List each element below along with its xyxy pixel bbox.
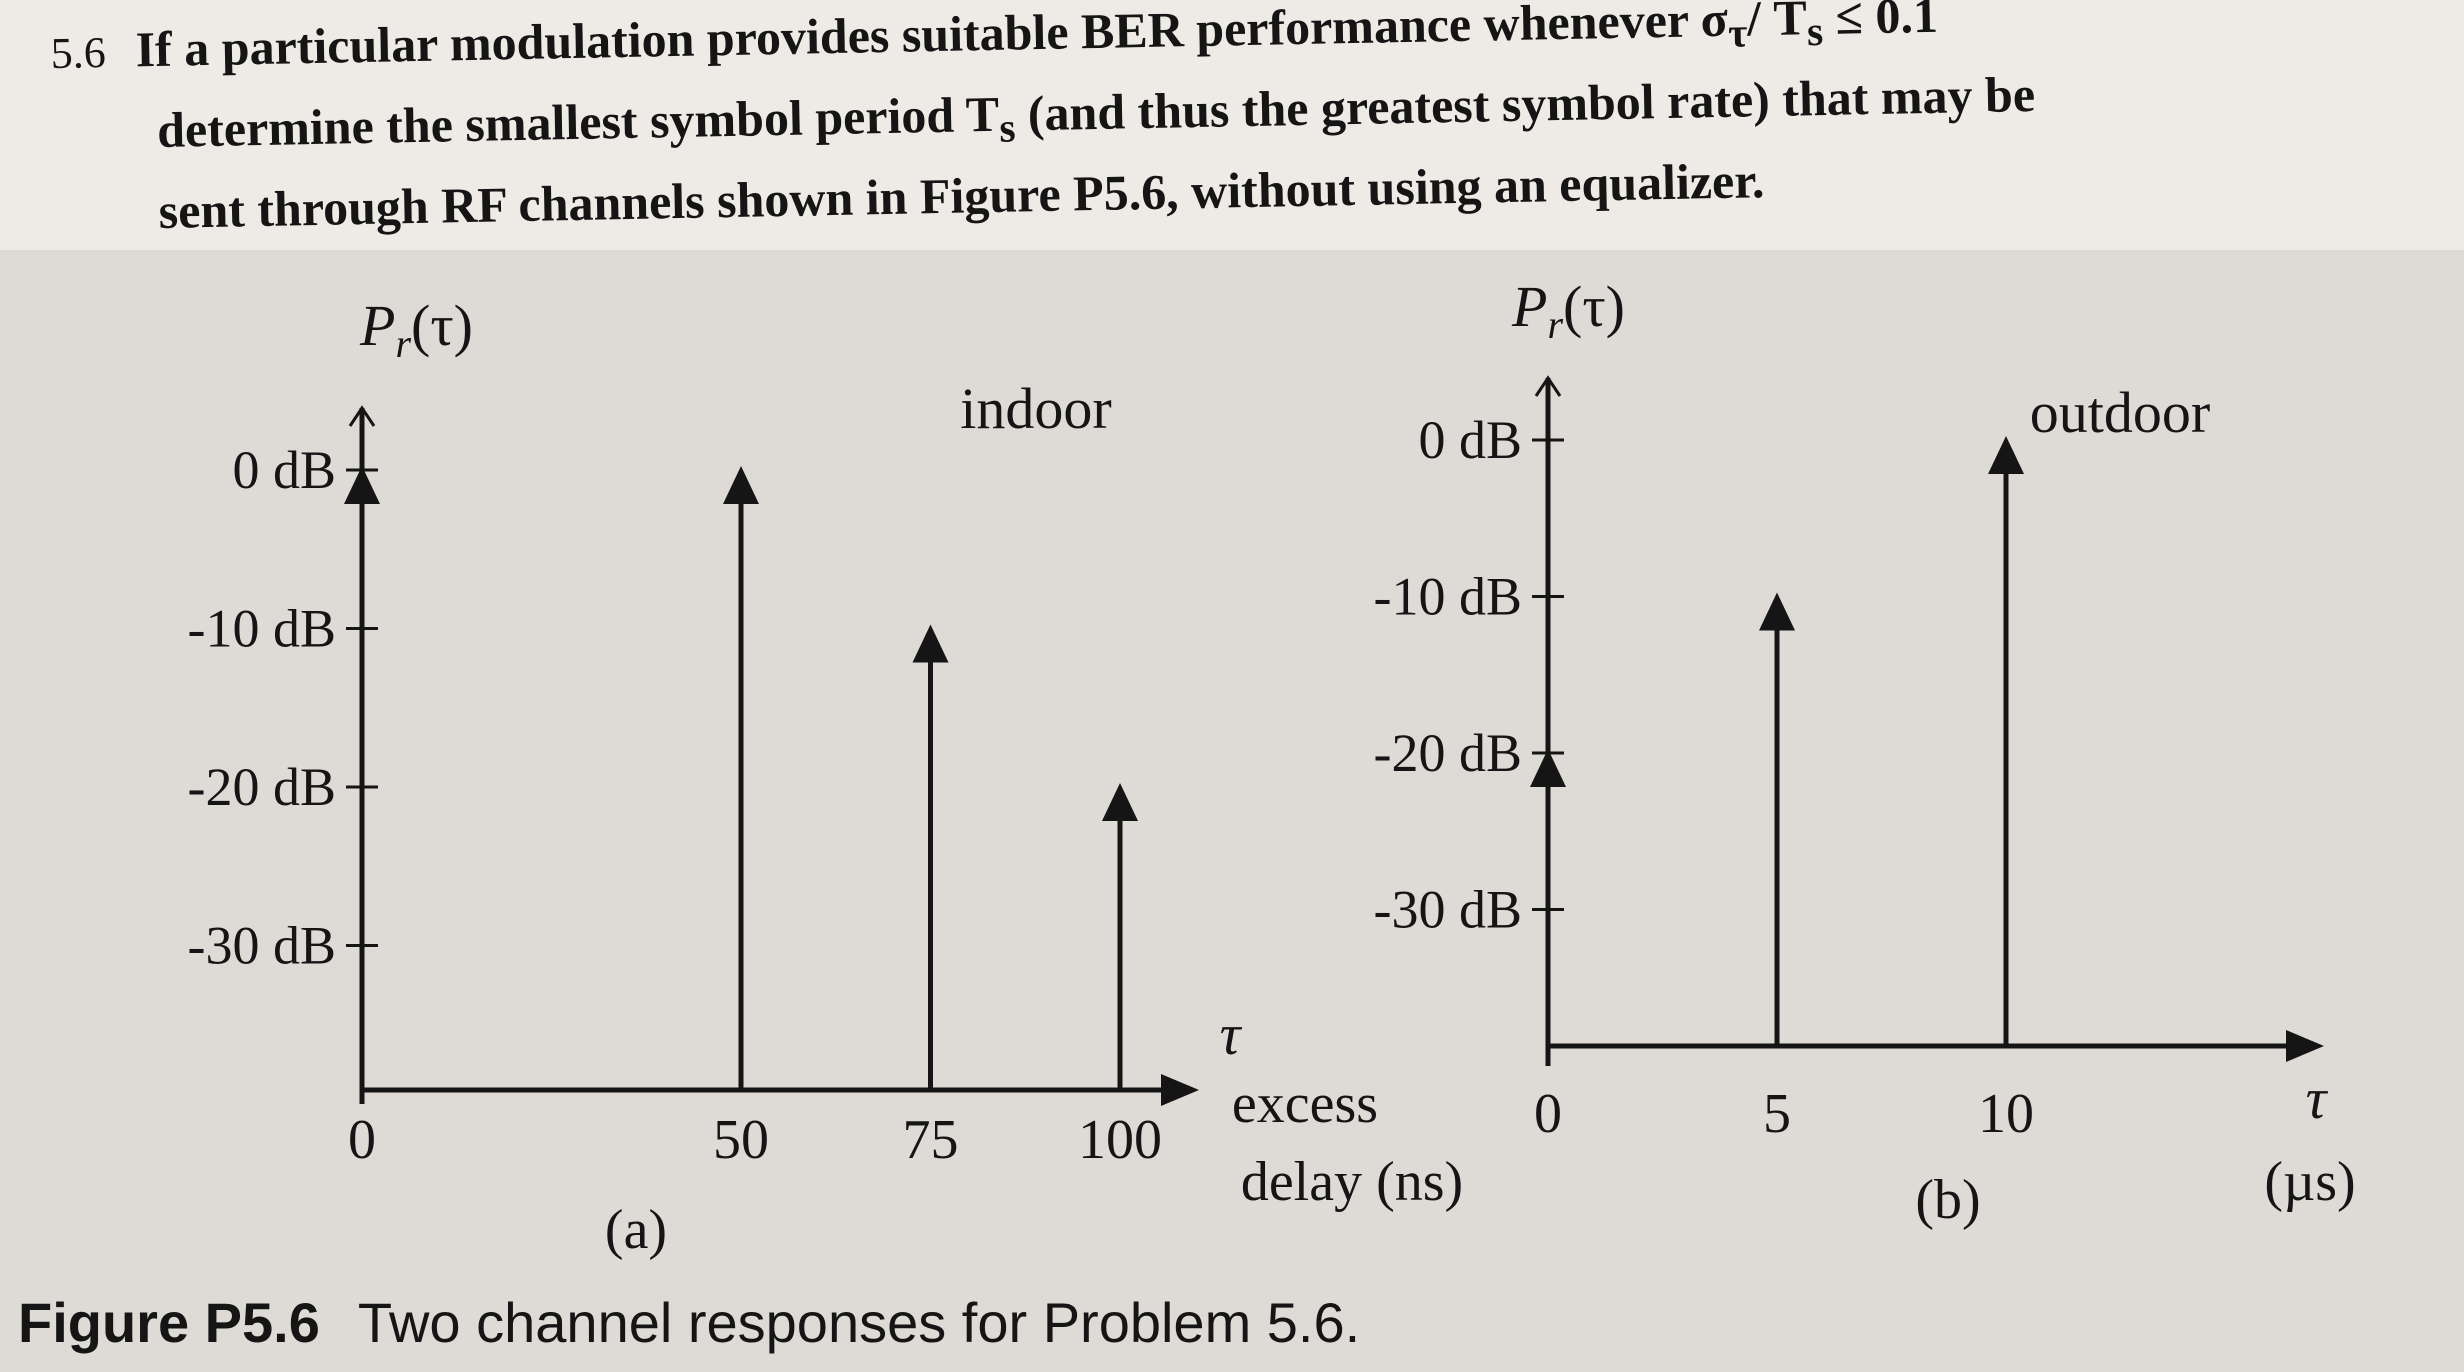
panel-b-outdoor: 0 dB -10 dB -20 dB -30 dB 0 5 10 Pr(τ) outdoor (b… — [1374, 274, 2356, 1231]
chart-a-impulse-arrowhead-icon — [1102, 783, 1138, 821]
chart-a-impulse-arrowhead-icon — [912, 624, 949, 663]
panel-a-indoor: 0 dB -10 dB -20 dB -30 dB 0 50 75 100 Pr(τ) indoo… — [188, 293, 1464, 1261]
chart-a-panel-label: (a) — [605, 1199, 667, 1261]
chart-a-x-tick-label: 100 — [1078, 1109, 1162, 1171]
chart-b-x-tick-label: 5 — [1763, 1083, 1791, 1145]
chart-b-x-axis-label-unit: (µs) — [2264, 1151, 2355, 1213]
chart-b-x-tick-label: 0 — [1534, 1083, 1562, 1145]
chart-a-x-axis-label-symbol: τ — [1220, 1002, 1243, 1067]
figure-caption: Figure P5.6 Two channel responses for Pro… — [18, 1290, 1360, 1355]
chart-b-panel-label: (b) — [1915, 1169, 1980, 1231]
chart-a-x-axis-label-line2: delay (ns) — [1241, 1151, 1463, 1213]
chart-b-x-tick-label: 10 — [1978, 1083, 2034, 1145]
chart-b-title: outdoor — [2030, 380, 2210, 445]
chart-a-title: indoor — [960, 376, 1111, 441]
chart-a-y-tick-label: -10 dB — [188, 599, 337, 659]
chart-a-y-tick-label: -30 dB — [188, 916, 337, 976]
caption-label: Figure P5.6 — [18, 1291, 320, 1354]
chart-a-x-axis-label-line1: excess — [1232, 1073, 1378, 1135]
chart-b-y-tick-label: -30 dB — [1374, 880, 1523, 940]
chart-a-x-tick-label: 50 — [713, 1109, 769, 1171]
chart-a-y-tick-label: 0 dB — [232, 440, 336, 500]
chart-a-x-tick-label: 75 — [903, 1109, 959, 1171]
chart-b-x-axis-arrow-icon — [2286, 1030, 2324, 1062]
chart-a-impulse-arrowhead-icon — [344, 466, 380, 504]
chart-a-impulse-arrowhead-icon — [723, 466, 759, 504]
chart-a-y-tick-label: -20 dB — [188, 757, 337, 817]
chart-b-impulse-arrowhead-icon — [1759, 592, 1795, 631]
chart-a-x-tick-label: 0 — [348, 1109, 376, 1171]
chart-a-y-axis-label: Pr(τ) — [359, 293, 473, 366]
chart-b-y-tick-label: -10 dB — [1374, 567, 1523, 627]
chart-b-x-axis-label-symbol: τ — [2306, 1066, 2329, 1131]
caption-text: Two channel responses for Problem 5.6. — [357, 1291, 1361, 1354]
chart-b-y-axis-arrow-icon — [1534, 375, 1562, 397]
chart-b-y-tick-label: 0 dB — [1418, 410, 1522, 470]
chart-a-x-axis-arrow-icon — [1161, 1074, 1199, 1106]
chart-b-y-tick-label: -20 dB — [1374, 723, 1523, 783]
chart-b-y-axis-label: Pr(τ) — [1511, 274, 1625, 347]
page-top-band — [0, 0, 2464, 250]
chart-b-impulse-arrowhead-icon — [1988, 436, 2024, 474]
chart-a-y-axis-arrow-icon — [348, 405, 376, 427]
chart-b-impulse-arrowhead-icon — [1530, 749, 1566, 787]
